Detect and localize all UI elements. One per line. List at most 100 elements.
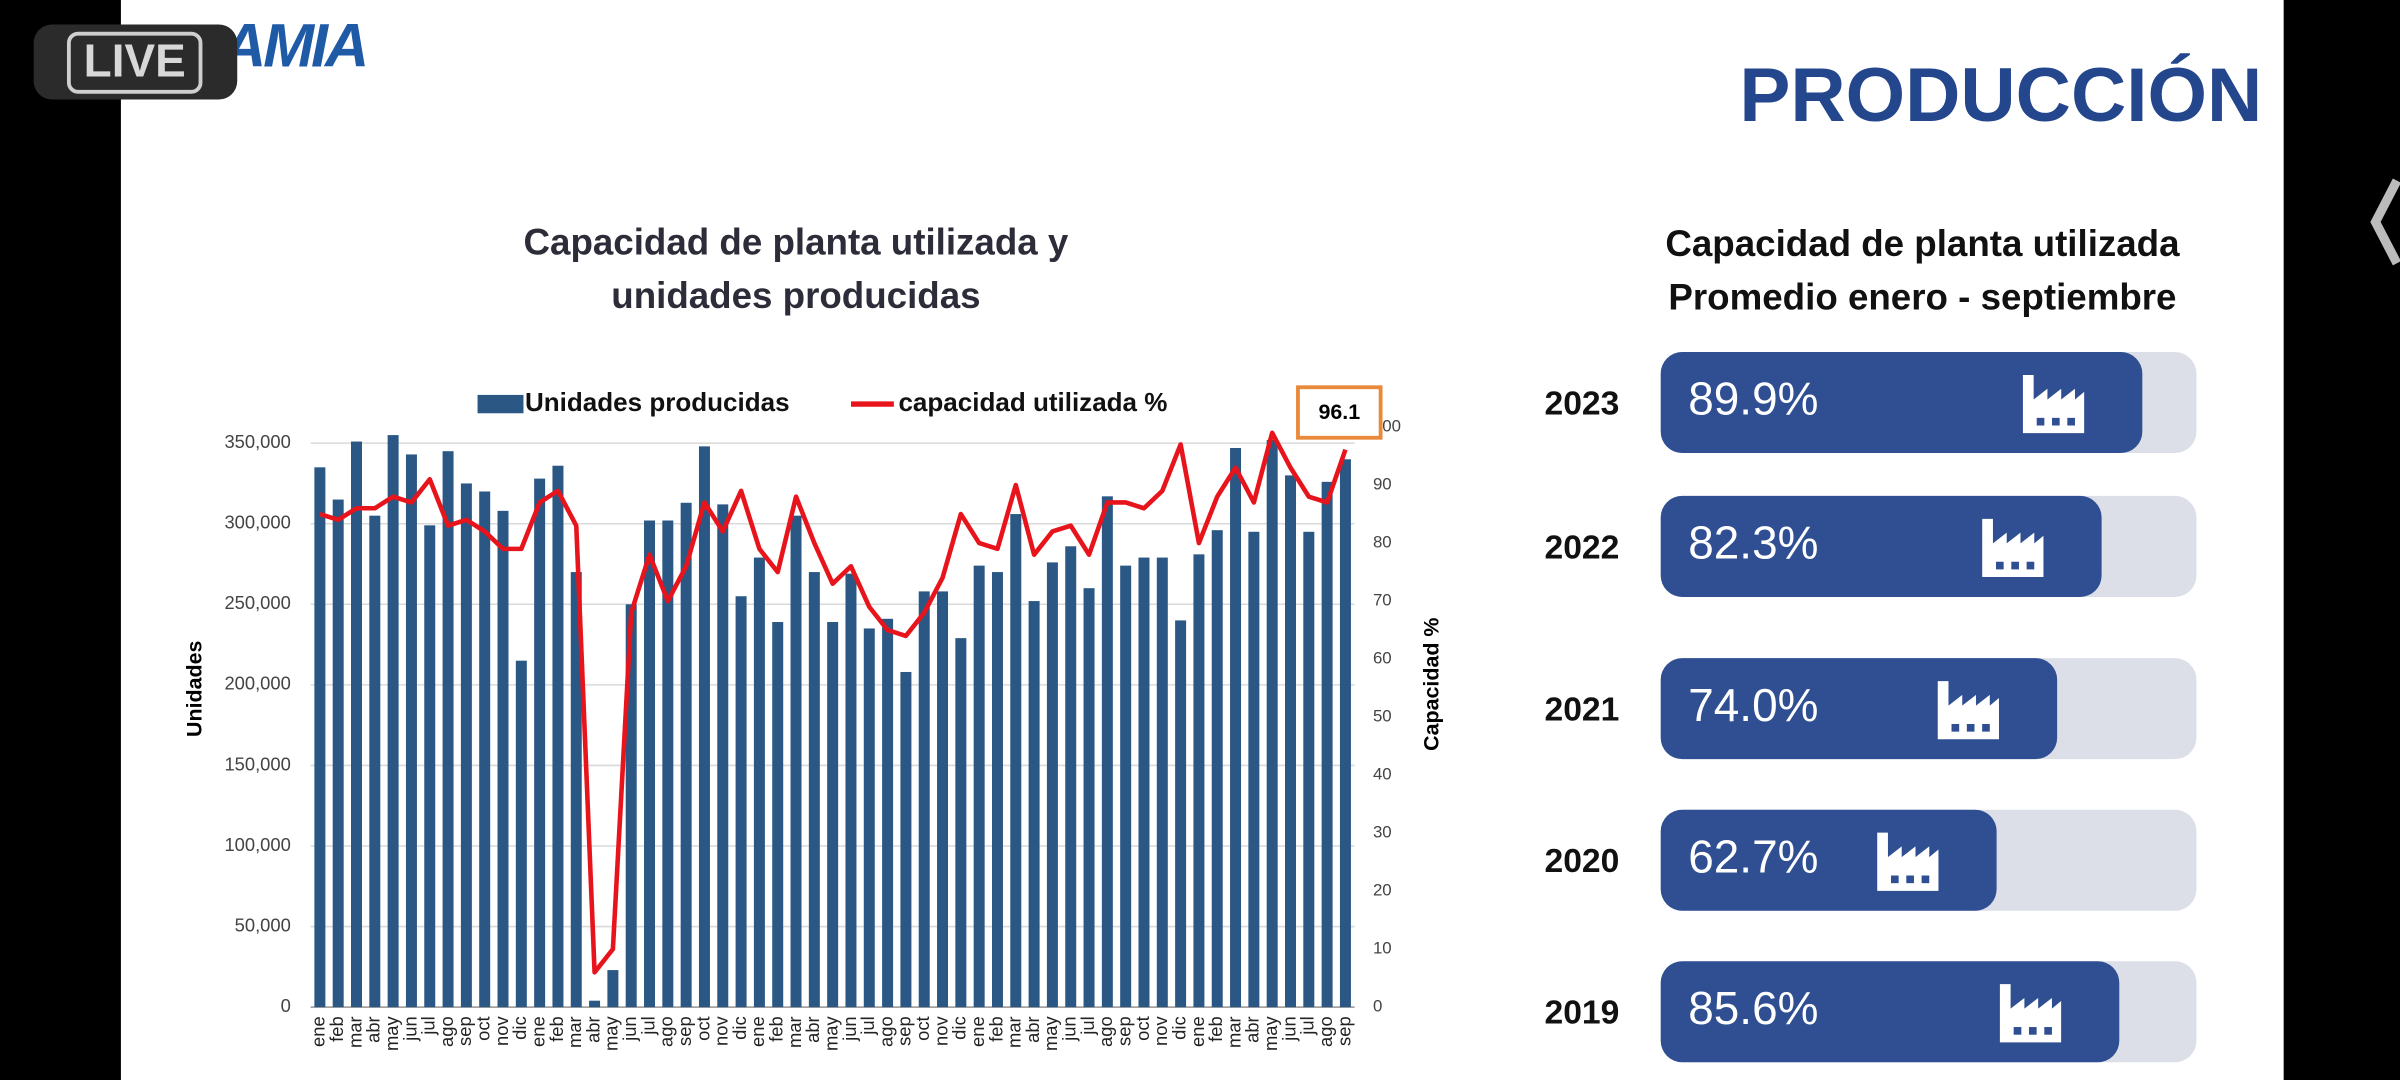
x-tick-label: sep [454, 1016, 475, 1046]
bar [570, 572, 582, 1008]
bar [1211, 530, 1223, 1008]
bar [1285, 475, 1296, 1008]
category-label: 2021 [1545, 692, 1620, 729]
x-tick-label: jul [857, 1016, 878, 1035]
x-tick-label: jul [1077, 1016, 1098, 1035]
x-tick-label: may [601, 1016, 622, 1052]
x-tick-label: jul [1297, 1016, 1318, 1035]
y2-tick-label: 70 [1373, 591, 1392, 610]
bar [698, 446, 710, 1008]
x-tick-label: ago [1095, 1016, 1116, 1047]
bar [1230, 447, 1242, 1008]
bar [863, 628, 875, 1008]
x-tick-label: dic [949, 1016, 970, 1039]
factory-window [2067, 417, 2075, 426]
bar [772, 622, 784, 1008]
bar [460, 483, 472, 1008]
bar [991, 572, 1003, 1008]
x-tick-label: oct [1132, 1016, 1153, 1040]
factory-window [1982, 723, 1990, 732]
bar [1138, 557, 1150, 1008]
x-tick-label: feb [1205, 1016, 1226, 1042]
factory-window [2011, 561, 2019, 570]
x-tick-label: may [1260, 1016, 1281, 1052]
factory-icon [1999, 984, 2062, 1043]
live-label: LIVE [84, 34, 186, 86]
bar [625, 604, 637, 1008]
y-tick-label: 200,000 [224, 673, 290, 694]
x-tick-label: abr [582, 1016, 603, 1043]
bar [1303, 531, 1315, 1008]
x-tick-label: dic [509, 1016, 530, 1039]
factory-window [2052, 417, 2060, 426]
x-tick-label: jul [418, 1016, 439, 1035]
x-tick-label: feb [326, 1016, 347, 1042]
value-label: 74.0% [1688, 679, 1818, 731]
value-label: 62.7% [1688, 830, 1818, 882]
bar [1339, 459, 1351, 1008]
x-tick-label: oct [912, 1016, 933, 1041]
capacity-line [319, 430, 1348, 975]
y-axis-title: Unidades [183, 641, 207, 737]
bar [717, 504, 729, 1008]
annotation: 96.1 [1318, 400, 1360, 424]
y-tick-label: 350,000 [224, 431, 290, 452]
x-tick-label: mar [564, 1016, 585, 1048]
annotation-box [1296, 385, 1383, 440]
bar [589, 1000, 601, 1008]
y-tick-label: 100,000 [224, 834, 290, 855]
x-tick-label: jul [637, 1016, 658, 1035]
factory-window [2013, 1027, 2022, 1035]
bar [918, 591, 930, 1008]
value-label: 89.9% [1688, 373, 1818, 425]
factory-window [1995, 561, 2004, 570]
bar [808, 572, 820, 1008]
bar [1101, 496, 1113, 1008]
x-tick-label: feb [766, 1016, 787, 1042]
x-tick-label: jun [1059, 1016, 1080, 1042]
x-tick-label: ene [1187, 1016, 1208, 1047]
side-chevron [2370, 178, 2400, 266]
y2-tick-label: 20 [1373, 881, 1392, 900]
bar [369, 515, 381, 1008]
y2-tick-label: 40 [1373, 765, 1392, 784]
bar [1120, 565, 1132, 1008]
x-tick-label: dic [1168, 1016, 1189, 1039]
y2-tick-label: 30 [1373, 823, 1392, 842]
x-tick-label: mar [784, 1016, 805, 1048]
bar [1083, 588, 1095, 1008]
x-tick-label: dic [729, 1016, 750, 1039]
x-tick-label: sep [1114, 1016, 1135, 1046]
x-tick-label: oct [473, 1016, 494, 1041]
factory-window [1890, 875, 1899, 884]
bar [515, 660, 527, 1008]
category-label: 2023 [1545, 386, 1620, 423]
x-tick-label: feb [985, 1016, 1006, 1042]
y2-tick-label: 90 [1373, 475, 1392, 494]
bar [332, 499, 344, 1008]
bar [644, 520, 656, 1008]
bar [1028, 601, 1040, 1008]
logo: AMIA [220, 12, 366, 80]
x-tick-label: sep [894, 1016, 915, 1046]
category-label: 2020 [1545, 843, 1620, 880]
bar [790, 515, 802, 1008]
bar [424, 525, 436, 1008]
x-tick-label: may [1040, 1016, 1061, 1052]
x-tick-label: abr [1242, 1016, 1263, 1043]
x-tick-label: may [820, 1016, 841, 1052]
bar [662, 520, 674, 1008]
bar [314, 467, 326, 1008]
x-tick-label: ago [875, 1016, 896, 1047]
bar [753, 557, 765, 1008]
bar [680, 502, 692, 1008]
factory-window [1921, 875, 1930, 884]
bar [1010, 514, 1022, 1008]
chart-title: unidades producidas [611, 275, 980, 316]
x-tick-label: jun [399, 1016, 420, 1042]
bar [351, 441, 362, 1008]
legend-label: Unidades producidas [525, 387, 790, 417]
x-tick-label: may [381, 1016, 402, 1052]
x-tick-label: jun [839, 1016, 860, 1042]
